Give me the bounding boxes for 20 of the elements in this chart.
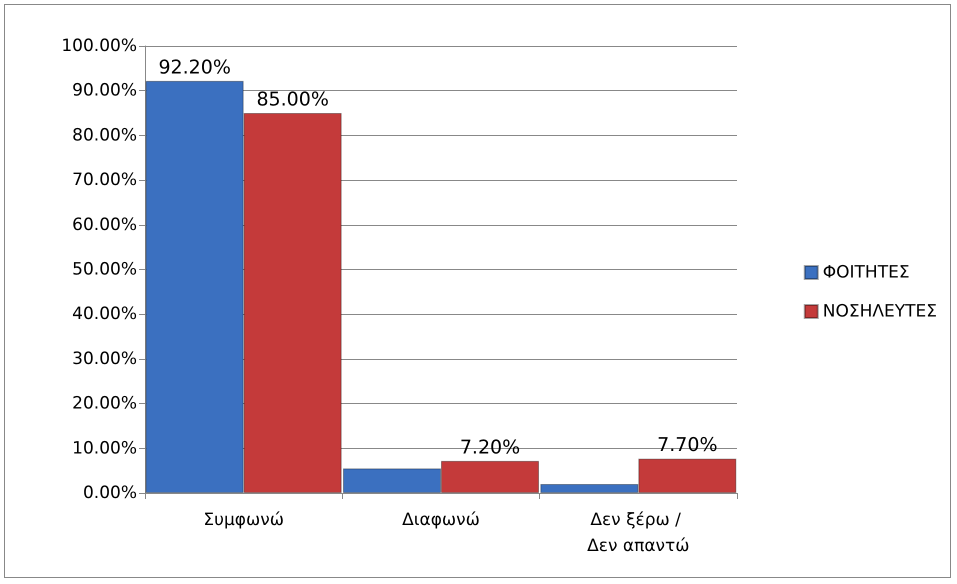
y-tick-label: 100.00% <box>61 36 137 56</box>
legend-label: ΦΟΙΤΗΤΕΣ <box>822 262 910 282</box>
y-tick-label: 10.00% <box>72 438 137 458</box>
y-tick-label: 20.00% <box>72 394 137 414</box>
y-tick-label: 30.00% <box>72 348 137 369</box>
x-tick-label: Δεν ξέρω / Δεν απαντώ <box>587 510 690 556</box>
y-tick-label: 0.00% <box>82 483 137 503</box>
y-tick-label: 60.00% <box>72 214 137 235</box>
y-tick-label: 70.00% <box>72 170 137 190</box>
data-label: 7.70% <box>657 434 718 456</box>
y-tick-label: 90.00% <box>72 80 137 101</box>
data-label: 92.20% <box>158 56 231 78</box>
data-label: 7.20% <box>460 436 520 458</box>
x-tick-label: Συμφωνώ <box>203 510 284 530</box>
legend-label: ΝΟΣΗΛΕΥΤΕΣ <box>822 302 938 322</box>
y-tick-label: 80.00% <box>72 125 137 146</box>
y-tick-label: 50.00% <box>72 260 137 280</box>
y-tick-label: 40.00% <box>72 304 137 324</box>
data-label: 85.00% <box>256 88 329 111</box>
x-tick-label: Διαφωνώ <box>402 510 480 530</box>
